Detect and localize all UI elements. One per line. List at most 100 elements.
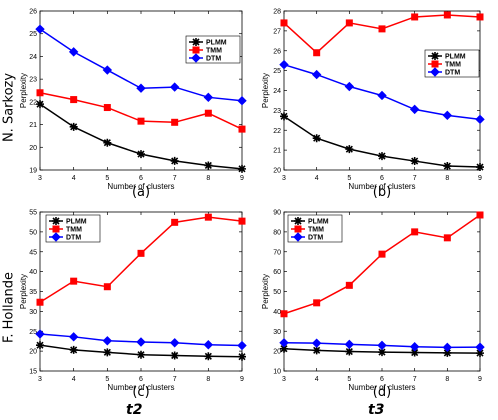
- data-point-tmm: [411, 13, 419, 21]
- data-point-plmm: [103, 138, 112, 147]
- legend-label: TMM: [308, 227, 324, 234]
- data-point-dtm: [377, 340, 387, 351]
- x-tick-label: 3: [38, 376, 42, 383]
- y-tick-label: 20: [29, 349, 37, 356]
- legend-label: PLMM: [66, 219, 87, 226]
- x-tick-label: 7: [413, 175, 417, 182]
- data-point-tmm: [378, 250, 386, 258]
- data-point-dtm: [169, 82, 180, 92]
- y-tick-label: 23: [29, 77, 37, 84]
- data-point-tmm: [36, 298, 44, 306]
- y-tick-label: 28: [273, 9, 281, 16]
- data-point-tmm: [345, 281, 353, 289]
- x-tick-label: 9: [478, 175, 482, 182]
- column-label-t3: t3: [368, 402, 385, 418]
- legend-label: PLMM: [308, 219, 329, 226]
- legend-label: TMM: [445, 62, 461, 69]
- y-tick-label: 26: [29, 9, 37, 16]
- data-point-tmm: [378, 25, 386, 33]
- data-point-tmm: [280, 19, 288, 27]
- x-tick-label: 9: [478, 376, 482, 383]
- data-point-tmm: [171, 218, 179, 226]
- data-point-plmm: [312, 346, 321, 355]
- data-point-dtm: [237, 96, 247, 106]
- x-tick-label: 7: [173, 175, 177, 182]
- y-tick-label: 50: [29, 229, 37, 236]
- data-point-tmm: [36, 89, 44, 97]
- data-point-plmm: [345, 347, 354, 356]
- x-tick-label: 5: [105, 376, 109, 383]
- data-point-tmm: [70, 96, 78, 104]
- data-point-plmm: [238, 352, 246, 361]
- data-point-dtm: [237, 340, 247, 351]
- plot-frame: [283, 10, 481, 171]
- data-point-plmm: [443, 162, 452, 171]
- column-label-t2: t2: [126, 402, 143, 418]
- data-point-dtm: [344, 81, 355, 92]
- data-point-plmm: [69, 345, 78, 354]
- data-point-tmm: [411, 228, 419, 236]
- x-tick-label: 9: [240, 376, 244, 383]
- legend-marker: [191, 53, 201, 63]
- x-tick-label: 5: [347, 175, 351, 182]
- y-tick-label: 40: [273, 309, 281, 316]
- data-point-plmm: [103, 348, 112, 357]
- y-tick-label: 23: [273, 108, 281, 115]
- y-tick-label: 26: [273, 48, 281, 55]
- y-tick-label: 15: [29, 369, 37, 376]
- x-tick-label: 8: [445, 376, 449, 383]
- data-point-tmm: [238, 125, 246, 133]
- x-tick-label: 6: [139, 376, 143, 383]
- legend-marker: [192, 46, 200, 54]
- data-point-dtm: [279, 338, 289, 348]
- data-point-dtm: [442, 342, 453, 353]
- data-point-tmm: [313, 299, 321, 307]
- data-point-plmm: [137, 350, 145, 359]
- x-tick-label: 3: [38, 175, 42, 182]
- y-tick-label: 21: [273, 148, 281, 155]
- data-point-tmm: [103, 104, 111, 112]
- legend-label: PLMM: [206, 40, 227, 47]
- data-point-dtm: [136, 83, 146, 93]
- y-tick-label: 80: [273, 229, 281, 236]
- x-tick-label: 5: [105, 175, 109, 182]
- data-point-plmm: [280, 112, 288, 121]
- data-point-plmm: [312, 134, 321, 143]
- data-point-plmm: [137, 150, 145, 159]
- data-point-plmm: [443, 348, 452, 357]
- data-point-dtm: [203, 92, 214, 103]
- y-tick-label: 40: [29, 269, 37, 276]
- data-point-dtm: [279, 59, 289, 70]
- legend-marker: [430, 67, 440, 77]
- data-point-dtm: [475, 342, 485, 352]
- y-tick-label: 24: [29, 54, 37, 61]
- data-point-plmm: [476, 349, 484, 358]
- chart-panel-4: 3 4 5 6 7 8 9 10 20 30 40 50 60 70 80 90 Number of clust…: [261, 210, 485, 400]
- x-tick-label: 3: [282, 376, 286, 383]
- x-tick-label: 3: [282, 175, 286, 182]
- chart-panel-1: 3 4 5 6 7 8 9 19 20 21 22 23 24 25 26 Number of cluster…: [19, 9, 247, 200]
- data-point-plmm: [69, 122, 78, 131]
- x-axis-label: Number of clusters: [348, 182, 415, 191]
- data-point-dtm: [102, 336, 113, 346]
- y-tick-label: 70: [273, 249, 281, 256]
- data-point-dtm: [35, 329, 45, 339]
- legend-marker: [192, 38, 200, 46]
- legend-marker: [294, 217, 302, 225]
- data-point-plmm: [410, 348, 419, 357]
- data-point-dtm: [311, 69, 322, 80]
- data-point-plmm: [204, 161, 213, 170]
- data-point-dtm: [311, 338, 322, 348]
- data-point-plmm: [36, 341, 44, 350]
- data-point-tmm: [70, 277, 78, 285]
- y-tick-label: 50: [273, 289, 281, 296]
- x-tick-label: 4: [315, 175, 319, 182]
- y-tick-label: 22: [273, 128, 281, 135]
- x-axis-label: Number of clusters: [107, 383, 174, 392]
- data-point-tmm: [204, 213, 212, 221]
- y-tick-label: 10: [273, 369, 281, 376]
- y-tick-label: 19: [29, 168, 37, 175]
- panel-label: (a): [132, 185, 150, 200]
